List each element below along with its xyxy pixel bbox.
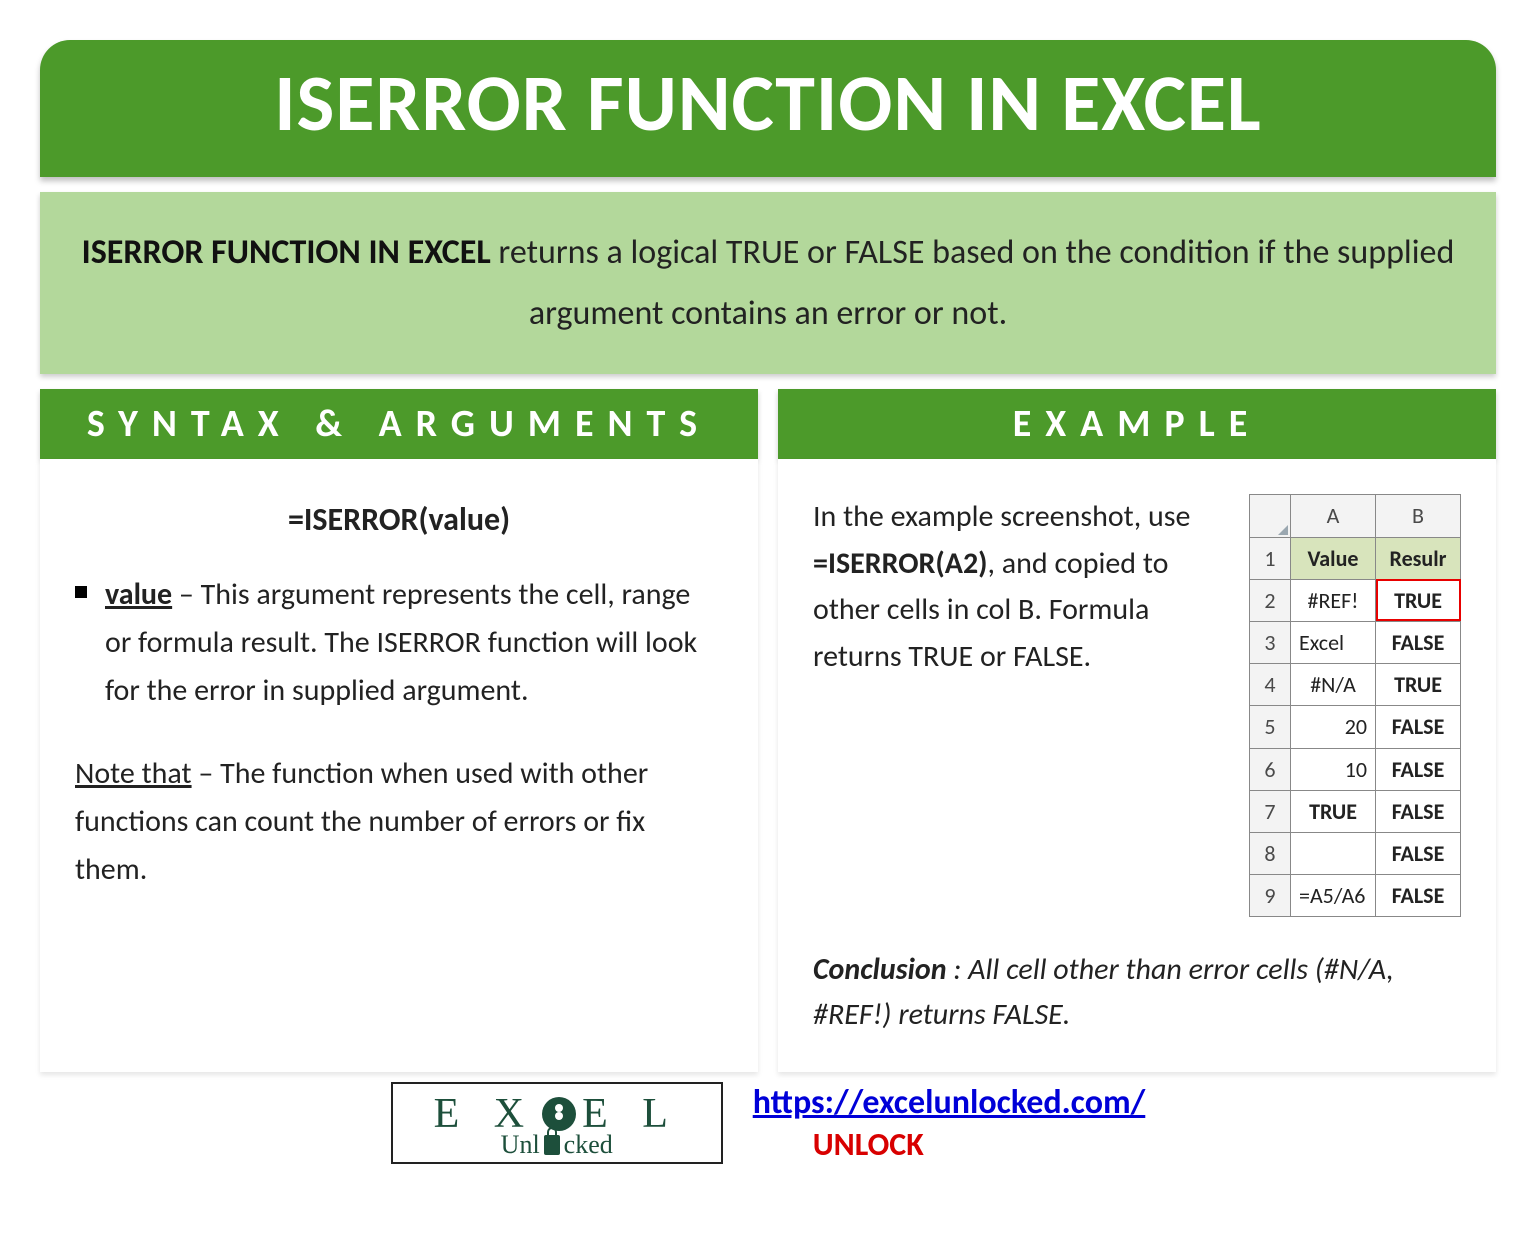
col-header-b: B	[1376, 495, 1461, 537]
note-label: Note that	[75, 755, 192, 792]
table-row: 8 FALSE	[1250, 832, 1461, 874]
argument-desc: – This argument represents the cell, ran…	[105, 576, 697, 709]
cell: FALSE	[1376, 748, 1461, 790]
table-header-row: A B	[1250, 495, 1461, 537]
table-row: 1 Value Resulr	[1250, 537, 1461, 579]
example-top: In the example screenshot, use =ISERROR(…	[813, 494, 1461, 917]
footer-url[interactable]: https://excelunlocked.com/	[753, 1082, 1146, 1123]
cell: FALSE	[1376, 832, 1461, 874]
row-num: 5	[1250, 706, 1291, 748]
excel-mini-table: A B 1 Value Resulr 2 #REF! TRUE 3	[1249, 494, 1461, 917]
cell: FALSE	[1376, 621, 1461, 663]
logo: E X E L Unl cked	[391, 1082, 723, 1164]
col-header-a: A	[1291, 495, 1376, 537]
table-row: 7 TRUE FALSE	[1250, 790, 1461, 832]
note-line: Note that – The function when used with …	[75, 750, 723, 894]
footer-text: https://excelunlocked.com/ UNLOCK	[753, 1082, 1146, 1164]
conclusion-label: Conclusion	[813, 951, 947, 988]
syntax-formula: =ISERROR(value)	[75, 494, 723, 545]
main-title: ISERROR FUNCTION IN EXCEL	[40, 40, 1496, 177]
row-num: 9	[1250, 875, 1291, 917]
footer: E X E L Unl cked https://excelunlocked.c…	[0, 1082, 1536, 1164]
example-column: EXAMPLE In the example screenshot, use =…	[778, 389, 1496, 1072]
argument-name: value	[105, 576, 172, 613]
logo-bottom-1: Unl	[501, 1130, 540, 1160]
example-header: EXAMPLE	[778, 389, 1496, 459]
table-row: 9 =A5/A6 FALSE	[1250, 875, 1461, 917]
example-formula-ref: =ISERROR(A2)	[813, 545, 988, 582]
syntax-body: =ISERROR(value) value – This argument re…	[40, 459, 758, 1072]
cell: TRUE	[1376, 664, 1461, 706]
cell: TRUE	[1291, 790, 1376, 832]
row-num: 2	[1250, 579, 1291, 621]
row-num: 1	[1250, 537, 1291, 579]
logo-bottom-2: cked	[564, 1130, 613, 1160]
example-text: In the example screenshot, use =ISERROR(…	[813, 494, 1224, 680]
description-bar: ISERROR FUNCTION IN EXCEL returns a logi…	[40, 192, 1496, 374]
columns-container: SYNTAX & ARGUMENTS =ISERROR(value) value…	[40, 389, 1496, 1072]
row-num: 7	[1250, 790, 1291, 832]
table-row: 2 #REF! TRUE	[1250, 579, 1461, 621]
cell: FALSE	[1376, 706, 1461, 748]
description-rest: returns a logical TRUE or FALSE based on…	[491, 232, 1455, 334]
cell-header-value: Value	[1291, 537, 1376, 579]
square-bullet-icon	[75, 586, 87, 598]
cell: #REF!	[1291, 579, 1376, 621]
row-num: 8	[1250, 832, 1291, 874]
row-num: 3	[1250, 621, 1291, 663]
keyhole-icon	[542, 1097, 576, 1131]
row-num: 6	[1250, 748, 1291, 790]
table-row: 6 10 FALSE	[1250, 748, 1461, 790]
table-row: 4 #N/A TRUE	[1250, 664, 1461, 706]
cell-header-result: Resulr	[1376, 537, 1461, 579]
cell	[1291, 832, 1376, 874]
row-num: 4	[1250, 664, 1291, 706]
lock-icon	[544, 1135, 560, 1155]
cell: 20	[1291, 706, 1376, 748]
table-row: 3 Excel FALSE	[1250, 621, 1461, 663]
table-row: 5 20 FALSE	[1250, 706, 1461, 748]
cell: =A5/A6	[1291, 875, 1376, 917]
syntax-header: SYNTAX & ARGUMENTS	[40, 389, 758, 459]
argument-text: value – This argument represents the cel…	[105, 571, 723, 715]
cell: #N/A	[1291, 664, 1376, 706]
cell-highlighted: TRUE	[1376, 579, 1461, 621]
cell: FALSE	[1376, 875, 1461, 917]
footer-unlock: UNLOCK	[813, 1125, 1146, 1164]
syntax-column: SYNTAX & ARGUMENTS =ISERROR(value) value…	[40, 389, 758, 1072]
example-body: In the example screenshot, use =ISERROR(…	[778, 459, 1496, 1072]
conclusion: Conclusion : All cell other than error c…	[813, 947, 1461, 1037]
cell: FALSE	[1376, 790, 1461, 832]
argument-row: value – This argument represents the cel…	[75, 571, 723, 715]
example-intro-1: In the example screenshot, use	[813, 498, 1190, 535]
table-corner-icon	[1250, 495, 1291, 537]
cell: 10	[1291, 748, 1376, 790]
cell: Excel	[1291, 621, 1376, 663]
description-lead: ISERROR FUNCTION IN EXCEL	[82, 232, 491, 273]
